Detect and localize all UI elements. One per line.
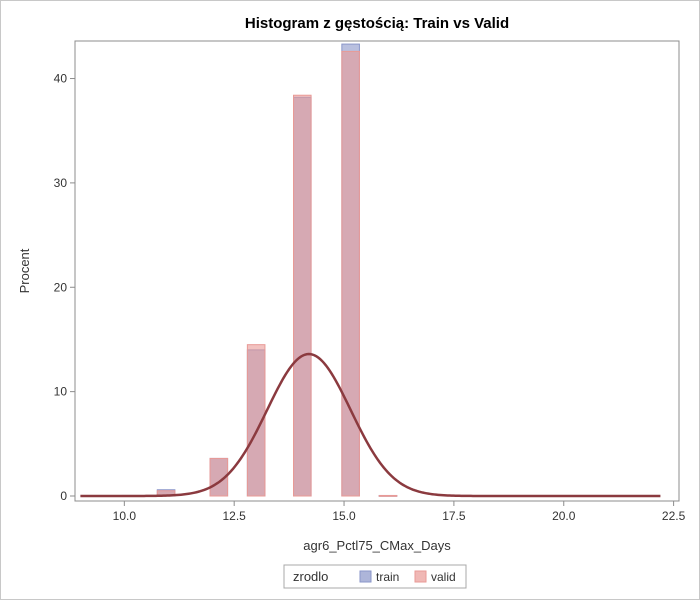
x-tick-label: 22.5 [662,509,686,523]
valid-bar-3 [246,344,266,497]
legend-label-train: train [376,570,399,584]
valid-bar-2 [209,457,229,497]
valid-bar-4 [293,94,312,497]
legend: zrodlo train valid [283,564,467,589]
legend-label-valid: valid [431,570,456,584]
chart-title: Histogram z gęstością: Train vs Valid [245,15,509,32]
legend-swatch-train [359,570,372,583]
density-curve [80,352,661,498]
valid-bar-6 [378,494,398,497]
x-tick-label: 17.5 [442,509,466,523]
y-tick-label: 0 [60,489,67,503]
y-tick-label: 30 [54,176,68,190]
y-tick-label: 20 [54,280,68,294]
y-axis-label: Procent [17,248,32,293]
y-tick-label: 10 [54,385,68,399]
valid-bar-5 [341,50,360,497]
x-tick-label: 15.0 [332,509,356,523]
plot-area [74,40,680,502]
x-tick-label: 10.0 [113,509,137,523]
y-axis: 0 10 20 30 40 [54,72,75,503]
valid-bars [121,50,398,497]
x-axis: 10.0 12.5 15.0 17.5 20.0 22.5 [113,501,686,523]
x-tick-label: 12.5 [223,509,247,523]
legend-title: zrodlo [293,569,328,584]
y-tick-label: 40 [54,72,68,86]
x-axis-label: agr6_Pctl75_CMax_Days [303,538,451,553]
x-tick-label: 20.0 [552,509,576,523]
legend-swatch-valid [414,570,427,583]
